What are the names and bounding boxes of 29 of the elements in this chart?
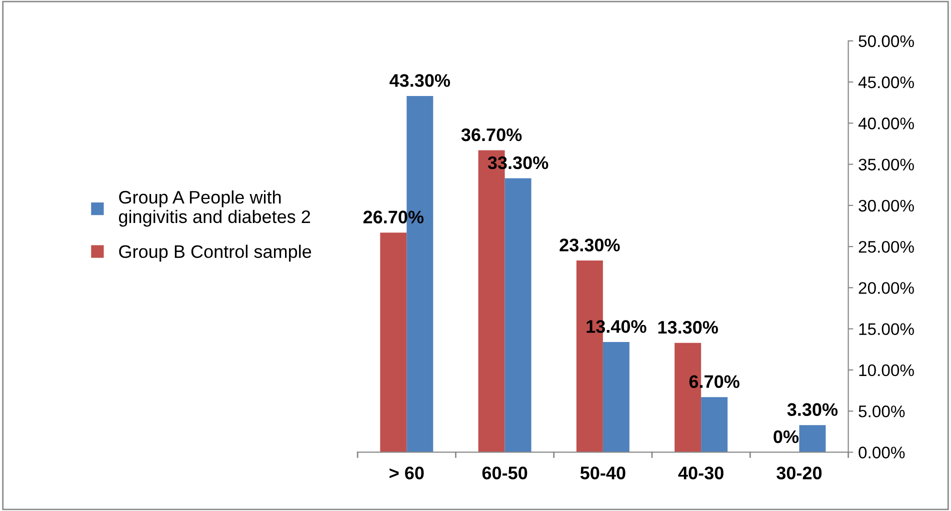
bar [701,397,728,452]
bar [380,232,407,452]
y-tick-label: 15.00% [859,323,914,336]
data-label: 0% [774,430,799,444]
x-tick-label: 60-50 [482,466,528,480]
x-tick-label: 50-40 [580,466,626,480]
y-tick-label: 35.00% [858,158,914,170]
data-label: 23.30% [560,238,620,252]
y-tick-label: 0.00% [858,446,905,458]
y-tick-label: 20.00% [858,282,914,294]
bar [799,425,826,452]
y-tick-label: 25.00% [858,240,914,253]
y-tick-label: 45.00% [858,76,914,88]
y-tick-label: 30.00% [858,200,914,212]
data-label: 3.30% [787,403,838,416]
y-tick-label: 40.00% [858,118,914,130]
legend-label: Group B Control sample [119,244,312,262]
data-label: 43.30% [390,74,450,87]
x-tick-label: > 60 [390,466,424,480]
y-tick-label: 10.00% [859,364,914,376]
data-label: 13.30% [658,320,718,334]
bar [504,178,532,452]
y-tick-label: 5.00% [858,406,905,418]
x-tick-label: 30-20 [776,466,822,480]
x-tick-label: 40-30 [678,466,724,480]
data-label: 36.70% [461,128,522,142]
y-tick-label: 50.00% [858,35,914,48]
legend-label: Group A People with gingivitis and diabetes 2 [118,190,310,227]
bar [602,342,630,452]
